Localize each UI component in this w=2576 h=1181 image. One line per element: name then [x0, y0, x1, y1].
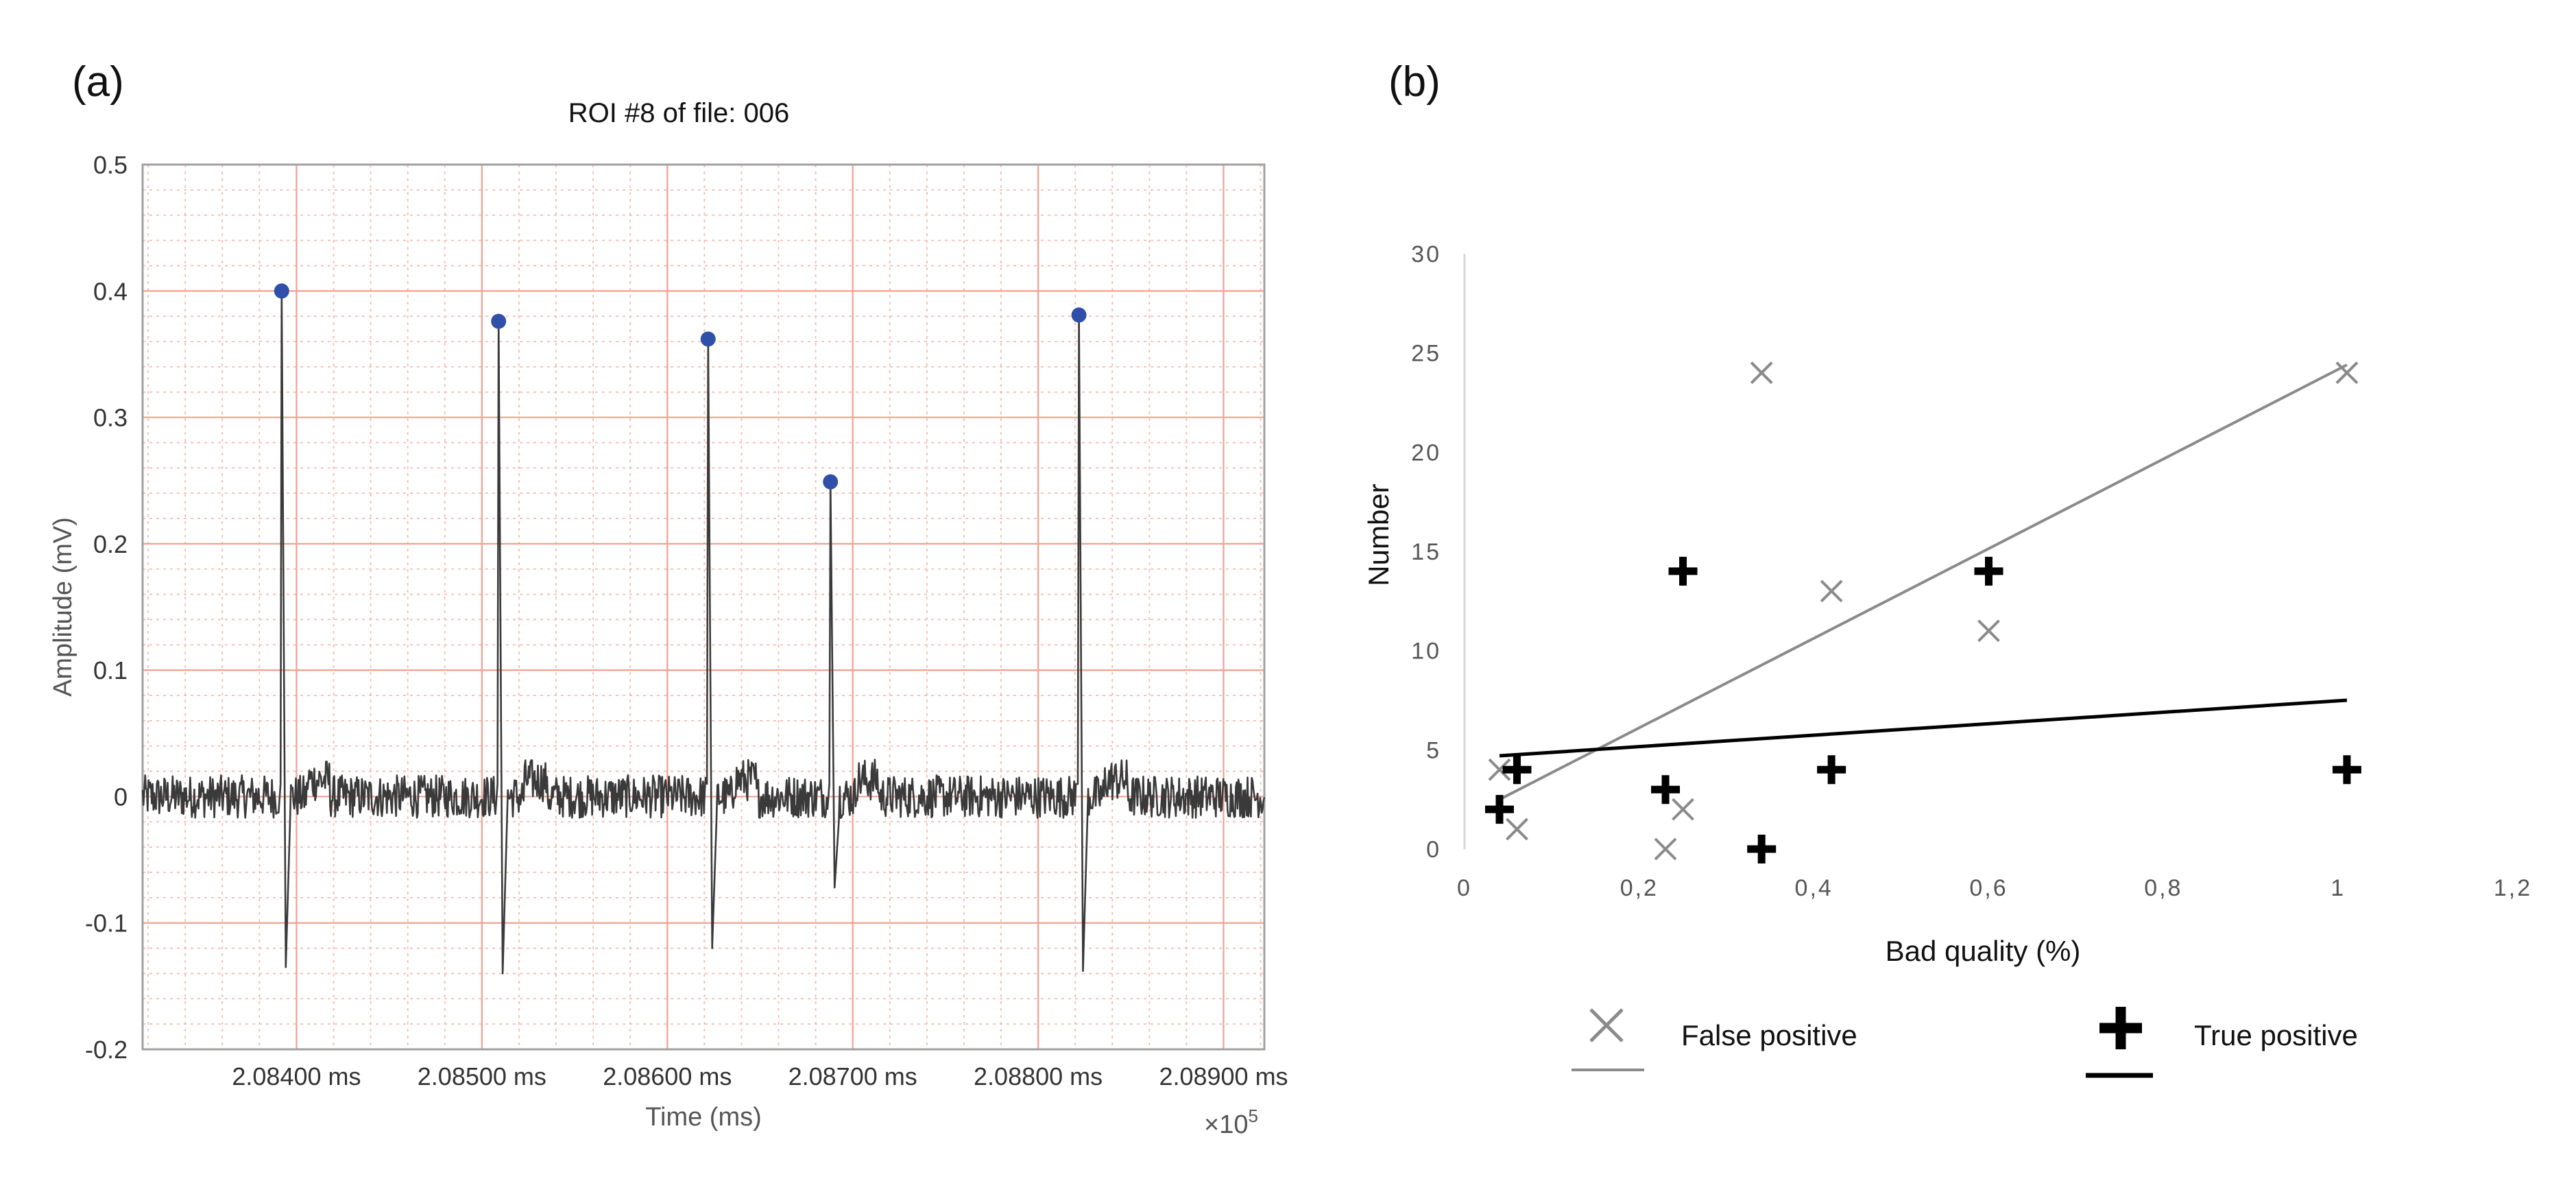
y-tick-label: 0.3 [93, 404, 128, 432]
false-positive-trendline [1499, 363, 2348, 801]
x-tick-label: 2.08500 ms [418, 1062, 546, 1090]
true-positive-marker [1974, 556, 2003, 586]
false-positive-marker [1977, 619, 2000, 643]
y-tick-label: 15 [1411, 539, 1441, 565]
r-peak-marker [274, 283, 289, 299]
panel-a-x-ticks: 2.08400 ms 2.08500 ms 2.08600 ms 2.08700 ms… [232, 1062, 1288, 1090]
legend-true-positive-plus-icon [2099, 1007, 2142, 1049]
x-tick-label: 2.08800 ms [974, 1062, 1103, 1090]
y-tick-label: 0.5 [93, 151, 128, 179]
x-tick-label: 0,4 [1795, 875, 1833, 901]
y-tick-label: -0.1 [85, 909, 128, 938]
x-tick-label: 2.08900 ms [1159, 1062, 1288, 1090]
panel-a-grid [143, 163, 1264, 1051]
y-tick-label: 0.2 [93, 530, 128, 558]
legend: False positive True positive [1572, 1007, 2358, 1078]
true-positive-marker [1651, 775, 1681, 804]
true-positive-marker [1817, 755, 1846, 785]
false-positive-marker [1750, 361, 1773, 385]
y-tick-label: 30 [1411, 241, 1441, 267]
x-tick-label: 2.08700 ms [789, 1062, 917, 1090]
x-tick-label: 0 [1457, 875, 1472, 901]
y-tick-label: 25 [1411, 341, 1441, 367]
true-positive-marker [1502, 755, 1532, 785]
legend-false-positive: False positive [1572, 1008, 1857, 1071]
true-positive-marker [1668, 556, 1698, 586]
y-tick-label: -0.2 [85, 1036, 128, 1064]
panel-a-x-exponent: ×105 [1204, 1106, 1258, 1139]
panel-b-markers [1484, 361, 2361, 863]
y-tick-label: 0.4 [93, 277, 128, 305]
panel-a-y-axis-label: Amplitude (mV) [49, 517, 77, 697]
panel-b-label: (b) [1388, 58, 1441, 106]
panel-a-label: (a) [72, 58, 124, 106]
panel-b-y-axis-label: Number [1362, 484, 1395, 586]
x-tick-label: 0,6 [1969, 875, 2008, 901]
false-positive-marker [2335, 361, 2359, 385]
panel-b-x-axis-label: Bad quality (%) [1886, 935, 2081, 967]
x-exponent-base: ×10 [1204, 1110, 1248, 1139]
panel-a-x-axis-label: Time (ms) [645, 1103, 762, 1132]
y-tick-label: 0 [114, 783, 128, 811]
legend-false-positive-label: False positive [1681, 1019, 1857, 1051]
false-positive-marker [1672, 798, 1694, 821]
panel-a: (a) ROI #8 of file: 006 -0.2 -0.1 0 0.1 0.2 0… [49, 58, 1288, 1139]
y-tick-label: 10 [1411, 639, 1441, 665]
true-positive-marker [1484, 795, 1514, 824]
r-peak-marker [700, 331, 716, 347]
r-peak-marker [823, 474, 839, 490]
x-tick-label: 2.08400 ms [232, 1062, 361, 1090]
panel-a-y-ticks: -0.2 -0.1 0 0.1 0.2 0.3 0.4 0.5 [85, 151, 128, 1064]
r-peak-marker [1071, 307, 1087, 323]
r-peak-marker [491, 313, 507, 329]
false-positive-marker [1654, 837, 1677, 861]
false-positive-marker [1820, 580, 1843, 603]
y-tick-label: 5 [1426, 737, 1441, 763]
panel-b-y-ticks: 0 5 10 15 20 25 30 [1411, 241, 1441, 863]
r-peak-markers [274, 283, 1087, 490]
x-exponent-power: 5 [1248, 1106, 1257, 1126]
x-tick-label: 2.08600 ms [603, 1062, 732, 1090]
y-tick-label: 0 [1426, 837, 1441, 863]
x-tick-label: 1 [2331, 875, 2346, 901]
panel-a-title: ROI #8 of file: 006 [568, 98, 789, 128]
x-tick-label: 0,2 [1620, 875, 1659, 901]
panel-b: (b) 0 5 10 15 20 25 30 0 0,2 0,4 0,6 0,8 1 1,2 Numbe… [1362, 58, 2532, 1078]
x-tick-label: 0,8 [2144, 875, 2182, 901]
ecg-signal-line [141, 290, 1266, 975]
panel-b-x-ticks: 0 0,2 0,4 0,6 0,8 1 1,2 [1457, 875, 2532, 901]
false-positive-marker [1506, 818, 1528, 841]
true-positive-marker [1747, 835, 1777, 863]
legend-true-positive: True positive [2086, 1007, 2358, 1078]
panel-a-frame [141, 163, 1266, 1051]
true-positive-trendline [1499, 698, 2348, 758]
legend-true-positive-label: True positive [2194, 1019, 2358, 1051]
y-tick-label: 0.1 [93, 656, 128, 684]
false-positive-marker [1488, 758, 1511, 781]
x-tick-label: 1,2 [2494, 875, 2532, 901]
true-positive-marker [2332, 755, 2361, 785]
legend-false-positive-x-icon [1589, 1008, 1624, 1042]
y-tick-label: 20 [1411, 440, 1441, 466]
